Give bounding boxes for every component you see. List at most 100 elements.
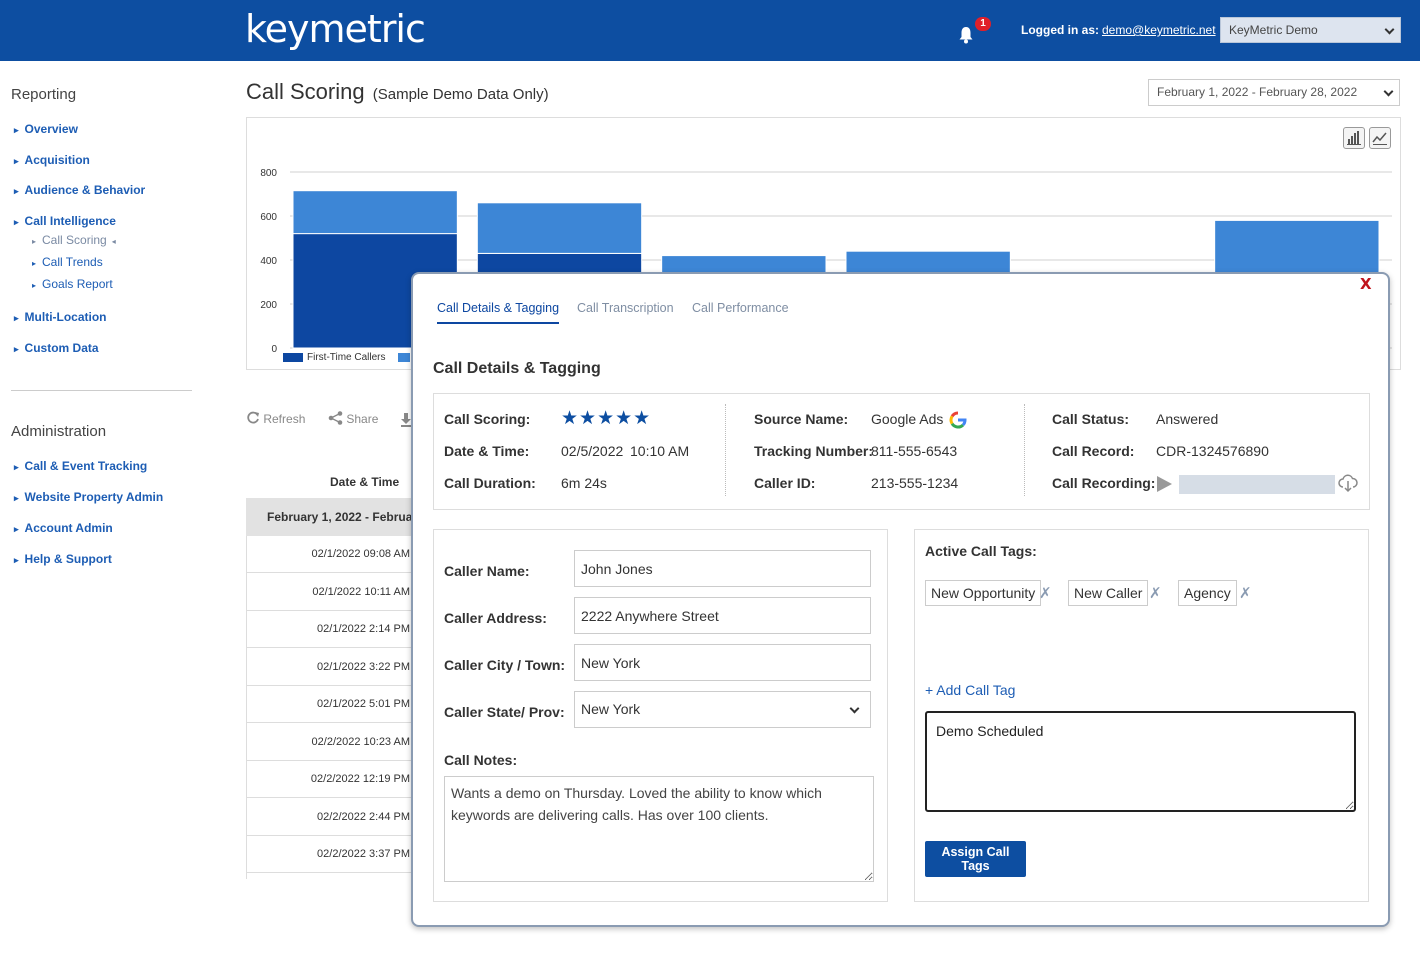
caller-city-input[interactable] — [574, 644, 871, 681]
table-border — [246, 536, 247, 879]
date-time-column-header[interactable]: Date & Time — [330, 475, 400, 489]
audio-progress-bar[interactable] — [1179, 475, 1335, 494]
remove-tag-icon[interactable]: ✗ — [1149, 584, 1162, 602]
sidebar-item-overview[interactable]: Overview — [14, 122, 78, 136]
play-icon[interactable] — [1157, 476, 1172, 492]
chevron-down-icon — [849, 703, 860, 714]
logged-in-label: Logged in as: — [1021, 23, 1099, 37]
tab-call-performance[interactable]: Call Performance — [692, 301, 789, 315]
notification-badge: 1 — [975, 17, 991, 31]
sidebar-item-custom-data[interactable]: Custom Data — [14, 341, 99, 355]
share-button[interactable]: Share — [328, 411, 378, 426]
user-email-link[interactable]: demo@keymetric.net — [1102, 23, 1216, 37]
call-status: Answered — [1156, 411, 1219, 427]
table-row[interactable]: 02/1/2022 5:01 PM — [246, 686, 416, 723]
call-scoring-label: Call Scoring: — [444, 411, 531, 427]
call-details-modal: X Call Details & Tagging Call Transcript… — [411, 272, 1390, 927]
tab-call-transcription[interactable]: Call Transcription — [577, 301, 674, 315]
call-notes-textarea[interactable]: Wants a demo on Thursday. Loved the abil… — [444, 776, 874, 882]
legend-swatch-2 — [397, 352, 410, 362]
page-title-text: Call Scoring — [246, 79, 365, 104]
table-row[interactable]: 02/2/2022 10:23 AM — [246, 724, 416, 761]
date-time-label: Date & Time: — [444, 443, 530, 459]
call-info-panel: Call Scoring: ★★★★★ Date & Time: 02/5/20… — [433, 393, 1370, 510]
table-row[interactable]: 02/1/2022 3:22 PM — [246, 649, 416, 686]
add-call-tag-link[interactable]: + Add Call Tag — [925, 682, 1016, 698]
table-row[interactable]: 02/2/2022 2:44 PM — [246, 799, 416, 836]
refresh-label: Refresh — [263, 412, 306, 426]
table-row[interactable]: 02/1/2022 10:11 AM — [246, 574, 416, 611]
tag-agency: Agency — [1178, 580, 1237, 606]
y-tick-label: 800 — [260, 168, 277, 179]
sidebar-item-help-support[interactable]: Help & Support — [14, 552, 112, 566]
bar-segment[interactable] — [476, 202, 643, 254]
call-date: 02/5/2022 — [561, 443, 624, 459]
caller-address-label: Caller Address: — [444, 610, 547, 626]
tracking-number-label: Tracking Number: — [754, 443, 874, 459]
line-chart-icon — [1372, 132, 1387, 145]
remove-tag-icon[interactable]: ✗ — [1239, 584, 1252, 602]
column-divider — [1024, 404, 1025, 496]
refresh-icon — [247, 411, 259, 424]
call-tags-panel: Active Call Tags: New Opportunity ✗ New … — [914, 529, 1369, 902]
line-chart-toggle-button[interactable] — [1369, 127, 1391, 149]
table-group-row[interactable]: February 1, 2022 - February — [246, 498, 416, 536]
sidebar-reporting-title: Reporting — [11, 86, 77, 103]
page-title: Call Scoring (Sample Demo Data Only) — [246, 79, 549, 105]
bar-chart-toggle-button[interactable] — [1343, 127, 1365, 149]
account-select-value: KeyMetric Demo — [1229, 23, 1318, 37]
sidebar-divider — [11, 390, 192, 391]
top-header: keymetric 1 Logged in as: demo@keymetric.… — [0, 0, 1420, 61]
table-row[interactable]: 02/1/2022 09:08 AM — [246, 536, 416, 573]
sidebar-subitem-call-scoring[interactable]: Call Scoring ◂ — [32, 233, 116, 247]
call-duration-label: Call Duration: — [444, 475, 536, 491]
call-record-label: Call Record: — [1052, 443, 1135, 459]
keymetric-logo[interactable]: keymetric — [245, 7, 426, 51]
caller-state-label: Caller State/ Prov: — [444, 704, 565, 720]
close-icon[interactable]: X — [1360, 275, 1372, 293]
tag-new-caller: New Caller — [1068, 580, 1149, 606]
caller-form-panel: Caller Name: Caller Address: Caller City… — [433, 529, 888, 902]
account-select[interactable]: KeyMetric Demo — [1220, 17, 1401, 43]
chart-legend: First-Time Callers — [283, 352, 410, 363]
call-duration: 6m 24s — [561, 475, 607, 491]
table-row[interactable]: 02/2/2022 3:37 PM — [246, 836, 416, 873]
download-icon[interactable] — [401, 413, 411, 427]
sidebar-item-multi-location[interactable]: Multi-Location — [14, 310, 107, 324]
column-divider — [725, 404, 726, 496]
bar-chart-icon — [1347, 131, 1361, 145]
star-rating[interactable]: ★★★★★ — [561, 408, 652, 429]
call-recording-label: Call Recording: — [1052, 475, 1156, 491]
table-row[interactable]: 02/1/2022 2:14 PM — [246, 611, 416, 648]
table-row[interactable]: 02/2/2022 12:19 PM — [246, 761, 416, 798]
legend-swatch-first-time — [283, 352, 303, 362]
sidebar-item-call-event-tracking[interactable]: Call & Event Tracking — [14, 459, 148, 473]
y-tick-label: 600 — [260, 212, 277, 223]
google-icon — [949, 411, 967, 429]
call-tag-input[interactable]: Demo Scheduled — [925, 711, 1356, 812]
sidebar-item-acquisition[interactable]: Acquisition — [14, 153, 90, 167]
refresh-button[interactable]: Refresh — [246, 411, 305, 426]
sidebar-item-account-admin[interactable]: Account Admin — [14, 521, 113, 535]
sidebar-item-website-property-admin[interactable]: Website Property Admin — [14, 490, 164, 504]
bar-segment[interactable] — [292, 190, 458, 235]
date-range-select[interactable]: February 1, 2022 - February 28, 2022 — [1148, 79, 1400, 106]
sidebar-subitem-goals-report[interactable]: Goals Report — [32, 277, 113, 291]
remove-tag-icon[interactable]: ✗ — [1039, 584, 1052, 602]
sidebar-item-call-intelligence[interactable]: Call Intelligence — [14, 214, 116, 228]
active-call-tags-label: Active Call Tags: — [925, 543, 1037, 559]
source-name-label: Source Name: — [754, 411, 849, 427]
cloud-download-icon[interactable] — [1338, 473, 1358, 493]
sidebar-item-audience-behavior[interactable]: Audience & Behavior — [14, 183, 146, 197]
y-tick-label: 200 — [260, 300, 277, 311]
call-scoring-label: Call Scoring — [42, 233, 107, 247]
active-marker-icon: ◂ — [111, 237, 116, 246]
tab-call-details-tagging[interactable]: Call Details & Tagging — [437, 301, 560, 324]
bell-icon[interactable] — [958, 26, 974, 44]
caller-address-input[interactable] — [574, 597, 871, 634]
caller-state-select[interactable]: New York — [574, 691, 871, 728]
bar-segment[interactable] — [1214, 219, 1380, 276]
assign-call-tags-button[interactable]: Assign Call Tags — [925, 841, 1026, 877]
sidebar-subitem-call-trends[interactable]: Call Trends — [32, 255, 103, 269]
caller-name-input[interactable] — [574, 550, 871, 587]
